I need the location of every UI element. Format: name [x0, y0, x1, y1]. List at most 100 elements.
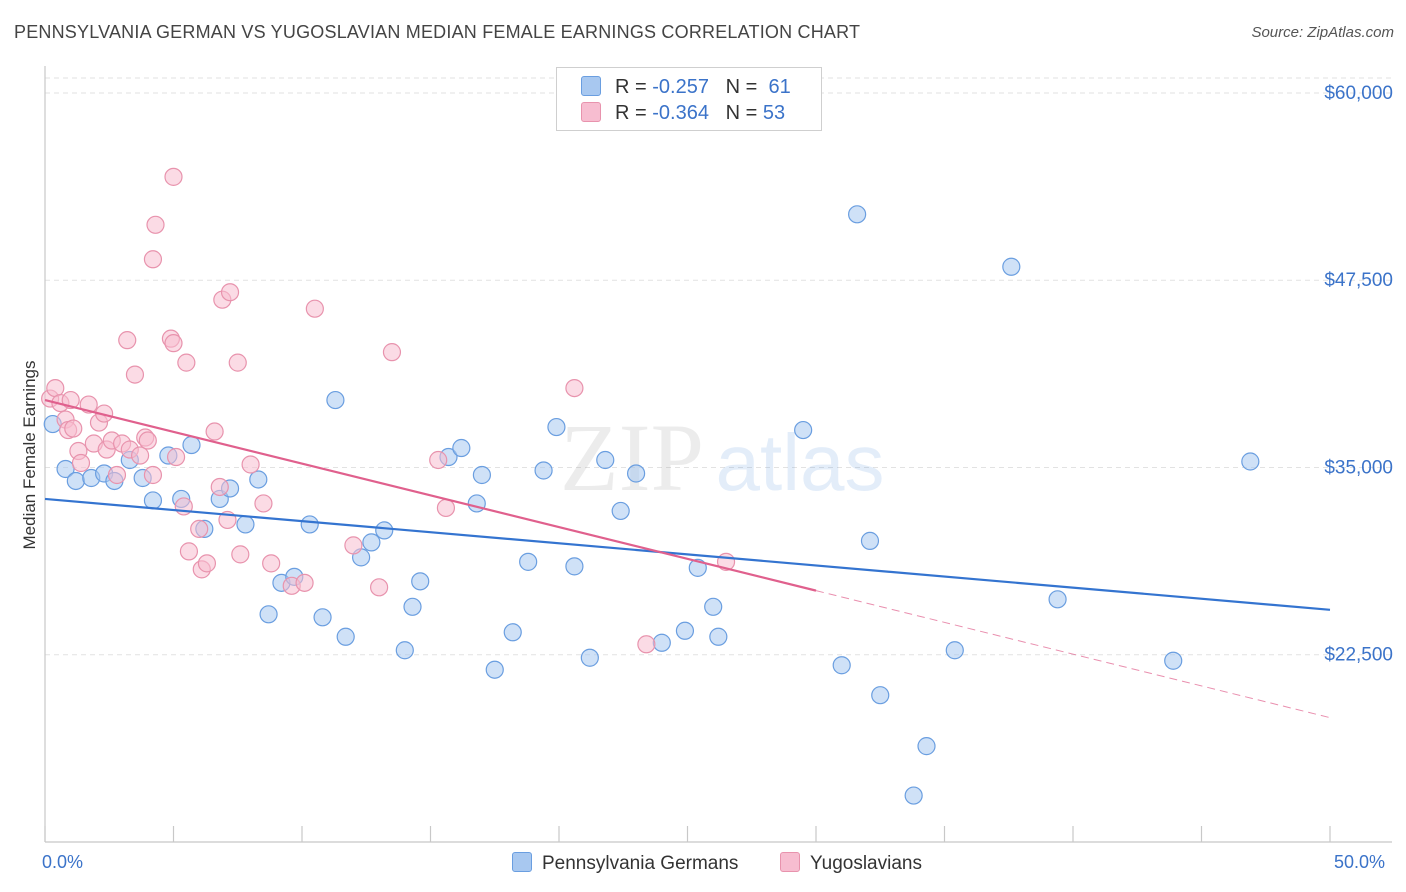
data-point: [220, 283, 240, 302]
x-tick-min: 0.0%: [42, 852, 84, 872]
data-point: [467, 494, 486, 513]
data-point: [164, 167, 183, 186]
data-point: [626, 464, 646, 483]
data-point: [395, 641, 414, 660]
data-point: [637, 635, 656, 654]
data-point: [917, 737, 936, 756]
data-point: [534, 461, 553, 480]
data-point: [107, 465, 127, 485]
data-point: [565, 378, 584, 398]
correlation-legend: R = -0.257 N = 61 R = -0.364 N = 53: [556, 67, 822, 131]
data-point: [305, 299, 324, 318]
data-point: [249, 470, 268, 489]
data-point: [375, 521, 394, 540]
data-point: [143, 465, 163, 485]
data-point: [205, 422, 224, 441]
data-point: [295, 573, 314, 592]
legend-n-label: N =: [725, 102, 758, 124]
data-point: [675, 621, 695, 640]
data-point: [580, 648, 599, 667]
data-point: [146, 215, 165, 234]
data-point: [71, 453, 91, 473]
data-point: [228, 353, 247, 372]
data-point: [125, 365, 145, 384]
data-point: [182, 435, 201, 455]
data-point: [652, 633, 671, 652]
legend-r-label: R =: [615, 102, 647, 124]
bottom-legend-swatch-blue: [512, 852, 532, 872]
bottom-legend-pennsylvania-germans: Pennsylvania Germans: [512, 852, 738, 875]
data-point: [143, 250, 163, 269]
data-point: [143, 491, 163, 510]
data-point: [164, 334, 183, 353]
data-point: [259, 605, 278, 624]
bottom-legend-swatch-pink: [780, 852, 800, 872]
data-point: [472, 465, 491, 485]
data-point: [871, 686, 890, 705]
data-point: [411, 572, 430, 591]
y-tick-label: $60,000: [1324, 83, 1393, 104]
axes: [44, 66, 1392, 843]
y-tick-label: $22,500: [1324, 645, 1393, 666]
x-tick-max: 50.0%: [1334, 852, 1386, 872]
data-point: [231, 545, 250, 564]
data-point: [403, 597, 422, 616]
legend-swatch-blue: [581, 76, 601, 96]
bottom-legend-label: Pennsylvania Germans: [542, 853, 739, 874]
legend-r-value: -0.364: [652, 102, 709, 124]
y-tick-label: $35,000: [1324, 457, 1393, 478]
data-point: [236, 515, 255, 534]
legend-n-value: 61: [768, 76, 791, 98]
data-point: [326, 390, 345, 410]
data-point: [452, 438, 471, 458]
data-point: [704, 597, 723, 616]
data-points: [41, 167, 1260, 805]
data-point: [130, 446, 150, 465]
data-point: [429, 450, 448, 470]
data-point: [503, 623, 522, 642]
y-tick-label: $47,500: [1324, 270, 1393, 291]
chart-title: PENNSYLVANIA GERMAN VS YUGOSLAVIAN MEDIA…: [14, 22, 861, 42]
source-label: Source: ZipAtlas.com: [1251, 24, 1394, 41]
data-point: [832, 656, 851, 675]
data-point: [688, 558, 707, 577]
grid-lines: [45, 77, 1392, 656]
data-point: [56, 459, 75, 479]
bottom-legend-yugoslavians: Yugoslavians: [780, 852, 922, 875]
data-point: [66, 471, 85, 491]
data-point: [64, 419, 83, 438]
watermark-zip: ZIP: [560, 404, 704, 511]
data-point: [485, 660, 504, 679]
data-point: [904, 786, 923, 805]
data-point: [945, 641, 964, 660]
data-point: [611, 501, 630, 521]
data-point: [860, 531, 880, 550]
legend-row-yugoslavians: R = -0.364 N = 53: [581, 102, 785, 126]
trend-lines: [44, 399, 1331, 719]
watermark: ZIP atlas: [560, 404, 884, 511]
data-point: [241, 455, 260, 474]
data-point: [1002, 257, 1021, 276]
data-point: [794, 420, 813, 440]
legend-n-value: 53: [762, 102, 786, 124]
data-point: [596, 450, 615, 470]
legend-row-pennsylvania-germans: R = -0.257 N = 61: [581, 76, 791, 100]
data-point: [1048, 590, 1067, 609]
legend-r-value: -0.257: [652, 76, 709, 98]
trend-line-extension: [815, 590, 1331, 719]
data-point: [436, 498, 456, 518]
data-point: [210, 477, 229, 497]
legend-r-label: R =: [615, 76, 647, 98]
data-point: [177, 353, 196, 372]
trend-line-blue: [44, 497, 1331, 611]
data-point: [848, 205, 867, 224]
data-point: [190, 519, 209, 539]
data-point: [138, 431, 157, 450]
series-yugoslavians: [41, 167, 736, 654]
data-point: [370, 578, 389, 597]
y-tick-labels: $22,500 $35,000 $47,500 $60,000: [1324, 83, 1393, 666]
data-point: [547, 417, 566, 437]
bottom-legend-label: Yugoslavians: [810, 853, 922, 874]
data-point: [344, 536, 363, 555]
